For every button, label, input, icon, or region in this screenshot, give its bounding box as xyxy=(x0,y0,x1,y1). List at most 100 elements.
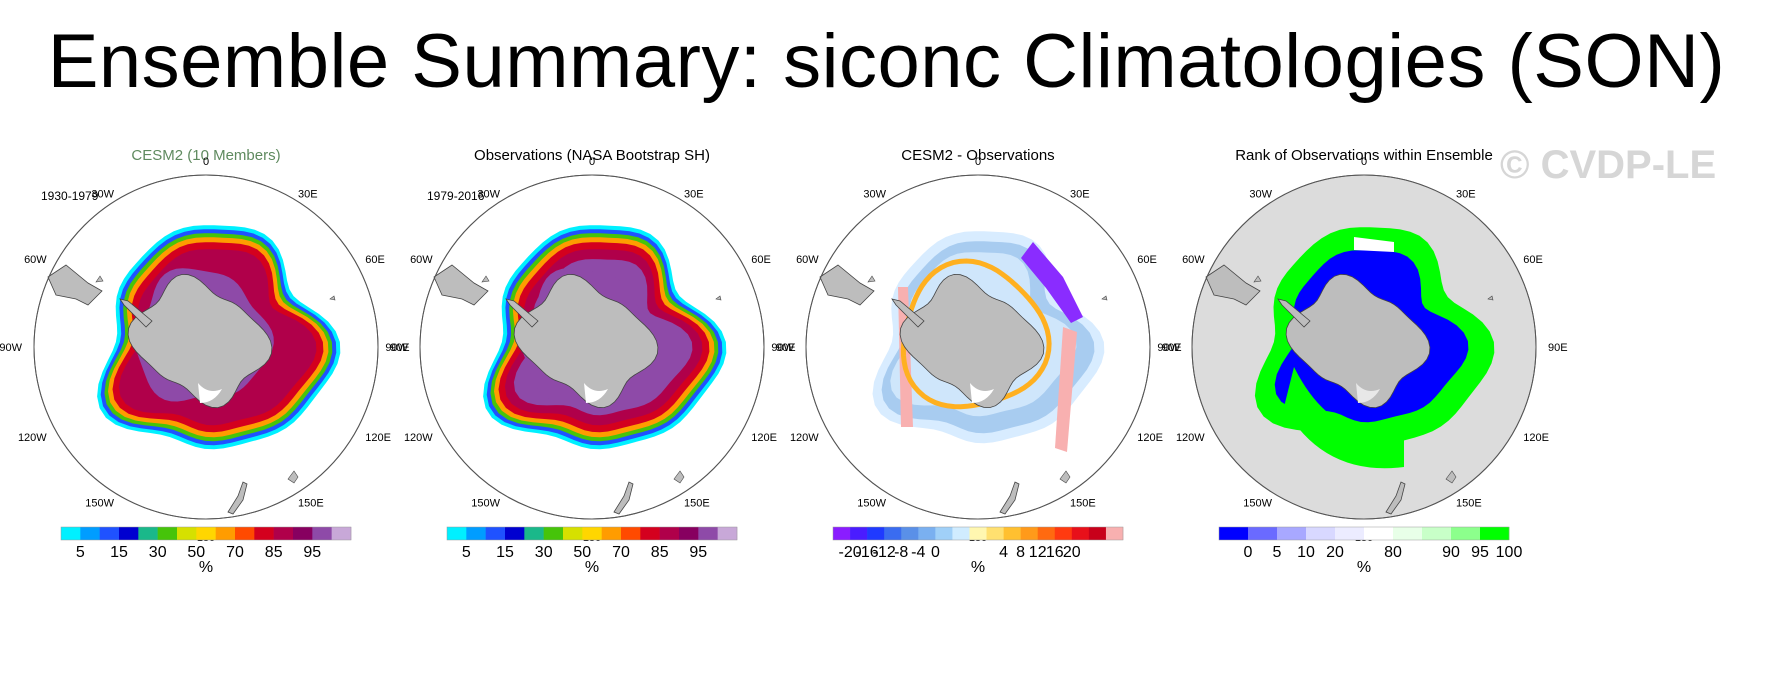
longitude-label: 150W xyxy=(471,497,500,509)
colorbar-tick-label: 95 xyxy=(303,544,321,561)
ross-ice-shelf xyxy=(970,383,994,403)
colorbar-units: % xyxy=(1357,559,1371,576)
colorbar-tick-label: 5 xyxy=(76,544,85,561)
colorbar-swatch xyxy=(1020,527,1039,540)
colorbar-tick-label: -8 xyxy=(894,544,908,561)
panel-3: CESM2 - Observations030E60E90E120E150E18… xyxy=(771,147,1181,576)
colorbar-swatch xyxy=(952,527,970,540)
colorbar-swatch xyxy=(1071,527,1090,540)
colorbar-swatch xyxy=(235,527,255,540)
colorbar-tick-label: -20 xyxy=(839,544,862,561)
colorbar-swatch xyxy=(884,527,902,540)
colorbar-tick-label: 15 xyxy=(110,544,128,561)
ross-ice-shelf xyxy=(1356,383,1380,403)
longitude-label: 120E xyxy=(751,432,777,444)
rank-region xyxy=(1354,237,1394,252)
colorbar-tick-label: 50 xyxy=(573,544,591,561)
colorbar-swatch xyxy=(157,527,178,540)
colorbar-swatch xyxy=(138,527,158,540)
longitude-label: 120W xyxy=(18,432,47,444)
antarctica-land xyxy=(127,273,273,409)
colorbar-tick-label: 5 xyxy=(1273,544,1282,561)
antarctica-land xyxy=(899,273,1045,409)
colorbar-swatch xyxy=(1364,527,1394,540)
colorbar-tick-label: 4 xyxy=(999,544,1008,561)
longitude-label: 120W xyxy=(1176,432,1205,444)
colorbar-swatch xyxy=(601,527,622,540)
panel-1: CESM2 (10 Members) 1930-1979 0 30E 60E 90E 120… xyxy=(0,147,410,576)
antarctic-peninsula xyxy=(119,298,153,328)
colorbar-tick-label: 15 xyxy=(496,544,514,561)
colorbar-swatch xyxy=(1088,527,1107,540)
colorbar-tick-label: 90 xyxy=(1442,544,1460,561)
colorbar-swatch xyxy=(1037,527,1056,540)
colorbar-units: % xyxy=(585,559,599,576)
colorbar-swatch xyxy=(679,527,699,540)
panel-title: Rank of Observations within Ensemble xyxy=(1235,147,1493,164)
longitude-label: 90W xyxy=(1157,342,1180,354)
colorbar-tick-label: 70 xyxy=(612,544,630,561)
antarctic-peninsula xyxy=(891,298,925,328)
colorbar-swatch xyxy=(1306,527,1336,540)
tasmania-land xyxy=(1445,470,1457,484)
colorbar-frame xyxy=(446,526,738,541)
colorbar-tick-label: 10 xyxy=(1297,544,1315,561)
colorbar-swatch xyxy=(1335,527,1365,540)
colorbar-swatch xyxy=(640,527,660,540)
longitude-label: 60W xyxy=(1182,254,1205,266)
colorbar-swatch xyxy=(717,527,738,540)
colorbar-swatch xyxy=(1105,527,1124,540)
south-america-land xyxy=(433,264,489,306)
period-label: 1979-2016 xyxy=(427,189,485,203)
colorbar-swatch xyxy=(119,527,139,540)
longitude-label: 120E xyxy=(1523,432,1549,444)
colorbar-swatch xyxy=(177,527,197,540)
colorbar-tick-label: 85 xyxy=(651,544,669,561)
main-title: Ensemble Summary: siconc Climatologies (… xyxy=(47,19,1726,104)
colorbar-swatch xyxy=(524,527,544,540)
longitude-label: 60W xyxy=(410,254,433,266)
longitude-label: 150E xyxy=(298,497,324,509)
colorbar-swatch xyxy=(1003,527,1021,540)
longitude-label: 30W xyxy=(91,189,114,201)
colorbar-swatch xyxy=(273,527,294,540)
colorbar-swatch xyxy=(969,527,987,540)
longitude-label: 120E xyxy=(1137,432,1163,444)
longitude-label: 90E xyxy=(1162,342,1182,354)
colorbar-swatch xyxy=(215,527,236,540)
colorbar-swatch xyxy=(935,527,953,540)
antarctica-land xyxy=(513,273,659,409)
colorbar-swatch xyxy=(196,527,216,540)
panel-title: CESM2 (10 Members) xyxy=(131,147,280,164)
colorbar-swatch xyxy=(505,527,525,540)
longitude-label: 30W xyxy=(863,189,886,201)
tasmania-land xyxy=(673,470,685,484)
new-zealand-land xyxy=(1385,481,1406,515)
watermark: © CVDP-LE xyxy=(1500,143,1717,187)
longitude-label: 90W xyxy=(771,342,794,354)
colorbar-tick-label: 80 xyxy=(1384,544,1402,561)
colorbar-swatch xyxy=(543,527,564,540)
colorbar-tick-label: 5 xyxy=(462,544,471,561)
colorbar-tick-label: 95 xyxy=(689,544,707,561)
colorbar-tick-label: 30 xyxy=(535,544,553,561)
colorbar: 5 15 30 50 70 85 95% xyxy=(60,526,352,576)
longitude-label: 0 xyxy=(203,156,209,168)
colorbar-tick-label: 70 xyxy=(226,544,244,561)
panel-title: CESM2 - Observations xyxy=(901,147,1054,164)
colorbar-tick-label: -16 xyxy=(856,544,879,561)
longitude-label: 150E xyxy=(684,497,710,509)
longitude-label: 120E xyxy=(365,432,391,444)
colorbar-swatch xyxy=(582,527,602,540)
tasmania-land xyxy=(1059,470,1071,484)
colorbar: -20-16-12-8 -4 0 4 8 12 16 20% xyxy=(832,526,1124,576)
colorbar-tick-label: 16 xyxy=(1046,544,1064,561)
colorbar-frame xyxy=(1218,526,1510,541)
south-america-land xyxy=(47,264,103,306)
colorbar-units: % xyxy=(971,559,985,576)
longitude-label: 120W xyxy=(790,432,819,444)
island-land xyxy=(481,275,490,283)
colorbar-swatch xyxy=(1219,527,1249,540)
longitude-label: 60E xyxy=(1523,254,1543,266)
